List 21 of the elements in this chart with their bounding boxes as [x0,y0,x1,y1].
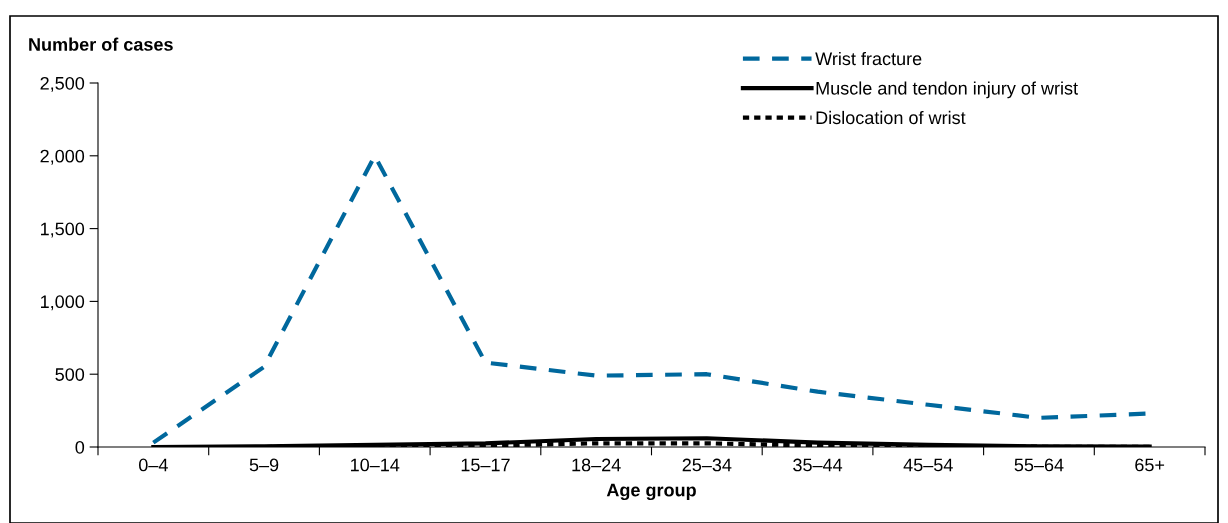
x-tick-label: 10–14 [351,458,400,472]
x-tick-label: 65+ [1135,458,1165,472]
x-tick-label: 45–54 [903,458,953,472]
y-tick-label: 1,500 [41,222,85,238]
y-axis-title: Number of cases [29,37,173,51]
x-tick-label: 35–44 [793,458,843,472]
legend-label: Muscle and tendon injury of wrist [816,81,1078,99]
x-tick-label: 0–4 [138,458,168,472]
x-tick-label: 15–17 [461,458,510,472]
y-tick-label: 500 [55,368,85,381]
y-tick-label: 0 [75,440,85,454]
x-tick-label: 5–9 [249,458,279,472]
y-tick-label: 2,500 [40,76,85,92]
x-tick-label: 55–64 [1014,458,1064,472]
x-tick-label: 25–34 [682,458,732,472]
y-tick-label: 2,000 [40,149,85,165]
legend-label: Dislocation of wrist [816,110,966,125]
x-tick-label: 18–24 [572,458,621,472]
x-axis-title: Age group [606,483,696,501]
y-tick-label: 1,000 [41,295,85,311]
legend-label: Wrist fracture [815,51,922,66]
